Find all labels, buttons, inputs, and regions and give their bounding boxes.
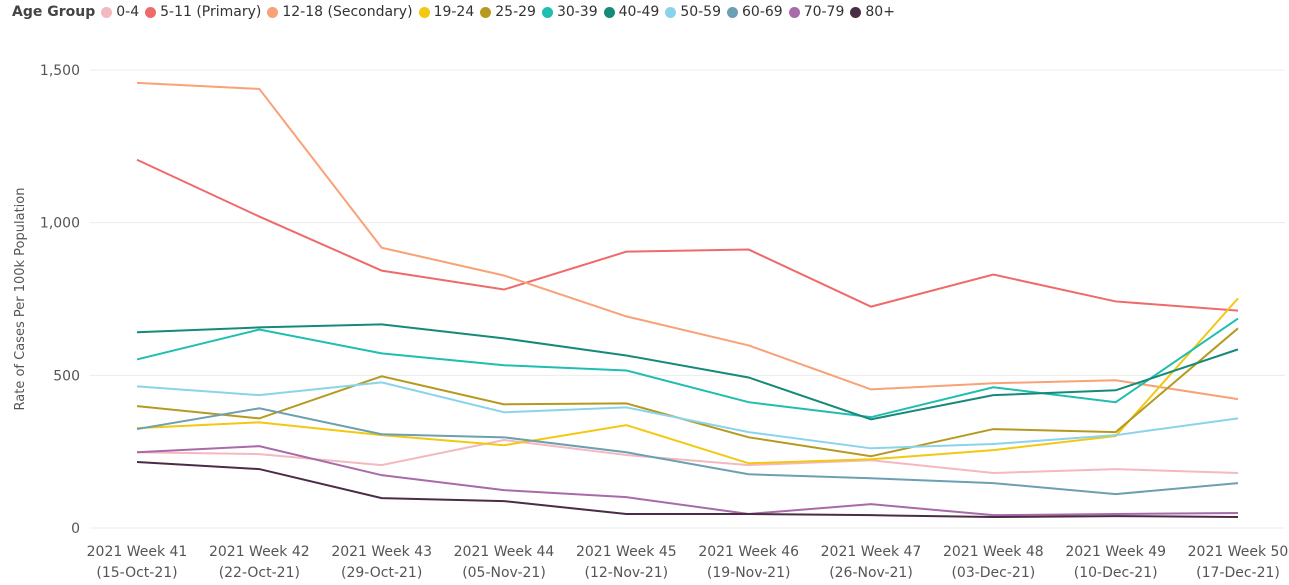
legend-swatch bbox=[101, 6, 113, 18]
legend-item: 12-18 (Secondary) bbox=[267, 4, 413, 20]
legend-item: 40-49 bbox=[603, 4, 660, 20]
legend-swatch bbox=[788, 6, 800, 18]
legend-swatch bbox=[145, 6, 157, 18]
legend-swatch bbox=[480, 6, 492, 18]
x-tick-line: (10-Dec-21) bbox=[1074, 565, 1158, 581]
x-tick-label: 2021 Week 45 (12-Nov-21) bbox=[576, 544, 677, 581]
x-tick-line: (15-Oct-21) bbox=[96, 565, 177, 581]
legend-swatch bbox=[850, 6, 862, 18]
legend-item: 70-79 bbox=[788, 4, 845, 20]
x-tick-line: (05-Nov-21) bbox=[462, 565, 546, 581]
legend-item: 30-39 bbox=[541, 4, 598, 20]
legend-swatch bbox=[267, 6, 279, 18]
legend-item: 60-69 bbox=[727, 4, 783, 20]
x-tick-line: (29-Oct-21) bbox=[341, 565, 422, 581]
legend-item: 25-29 bbox=[480, 4, 536, 20]
series-line bbox=[136, 439, 1239, 475]
series-line bbox=[136, 317, 1239, 419]
x-tick-line: 2021 Week 42 bbox=[209, 544, 310, 560]
legend-item: 50-59 bbox=[665, 4, 721, 20]
series-line bbox=[136, 297, 1239, 465]
legend-label: 5-11 (Primary) bbox=[160, 4, 262, 20]
legend-label: 12-18 (Secondary) bbox=[282, 4, 413, 20]
series-line bbox=[136, 81, 1239, 401]
y-tick-label: 500 bbox=[53, 368, 80, 384]
legend-label: 25-29 bbox=[495, 4, 536, 20]
x-tick-label: 2021 Week 41 (15-Oct-21) bbox=[87, 544, 188, 581]
x-tick-line: 2021 Week 50 bbox=[1188, 544, 1289, 560]
x-tick-label: 2021 Week 50 (17-Dec-21) bbox=[1188, 544, 1289, 581]
y-tick-label: 1,000 bbox=[40, 216, 80, 232]
legend-swatch bbox=[541, 6, 553, 18]
x-tick-label: 2021 Week 46 (19-Nov-21) bbox=[698, 544, 799, 581]
legend-title: Age Group bbox=[12, 4, 96, 20]
x-tick-line: 2021 Week 46 bbox=[698, 544, 799, 560]
x-tick-line: (26-Nov-21) bbox=[829, 565, 913, 581]
x-tick-line: (17-Dec-21) bbox=[1196, 565, 1280, 581]
legend-label: 50-59 bbox=[680, 4, 721, 20]
legend-label: 60-69 bbox=[742, 4, 783, 20]
series-line bbox=[136, 407, 1239, 496]
legend-item: 0-4 bbox=[101, 4, 139, 20]
y-axis-label: Rate of Cases Per 100k Population bbox=[13, 188, 28, 411]
x-tick-label: 2021 Week 42 (22-Oct-21) bbox=[209, 544, 310, 581]
x-tick-label: 2021 Week 47 (26-Nov-21) bbox=[821, 544, 922, 581]
series-line bbox=[136, 461, 1239, 519]
legend: Age Group 0-4 5-11 (Primary) 12-18 (Second… bbox=[12, 4, 901, 20]
x-tick-line: (03-Dec-21) bbox=[951, 565, 1035, 581]
legend-label: 0-4 bbox=[116, 4, 140, 20]
x-tick-label: 2021 Week 48 (03-Dec-21) bbox=[943, 544, 1044, 581]
y-tick-label: 0 bbox=[71, 521, 80, 537]
y-tick-label: 1,500 bbox=[40, 63, 80, 79]
legend-label: 70-79 bbox=[803, 4, 845, 20]
x-tick-line: 2021 Week 47 bbox=[821, 544, 922, 560]
x-tick-line: (19-Nov-21) bbox=[707, 565, 791, 581]
x-tick-line: 2021 Week 49 bbox=[1065, 544, 1166, 560]
legend-item: 19-24 bbox=[418, 4, 475, 20]
legend-swatch bbox=[603, 6, 615, 18]
x-tick-line: 2021 Week 43 bbox=[331, 544, 432, 560]
legend-label: 30-39 bbox=[556, 4, 598, 20]
legend-swatch bbox=[727, 6, 738, 18]
legend-label: 40-49 bbox=[618, 4, 660, 20]
series-line bbox=[136, 381, 1239, 450]
x-tick-line: 2021 Week 44 bbox=[454, 544, 555, 560]
series-line bbox=[136, 445, 1239, 517]
legend-swatch bbox=[418, 6, 430, 18]
legend-label: 80+ bbox=[865, 4, 895, 20]
x-tick-line: 2021 Week 48 bbox=[943, 544, 1044, 560]
legend-label: 19-24 bbox=[433, 4, 475, 20]
series-line bbox=[136, 158, 1239, 312]
legend-item: 80+ bbox=[850, 4, 895, 20]
series-line bbox=[136, 323, 1239, 421]
x-tick-label: 2021 Week 44 (05-Nov-21) bbox=[454, 544, 555, 581]
x-tick-line: 2021 Week 41 bbox=[87, 544, 188, 560]
x-tick-label: 2021 Week 49 (10-Dec-21) bbox=[1065, 544, 1166, 581]
legend-item: 5-11 (Primary) bbox=[145, 4, 261, 20]
x-tick-line: (22-Oct-21) bbox=[219, 565, 300, 581]
x-tick-line: 2021 Week 45 bbox=[576, 544, 677, 560]
x-tick-line: (12-Nov-21) bbox=[585, 565, 669, 581]
x-tick-label: 2021 Week 43 (29-Oct-21) bbox=[331, 544, 432, 581]
legend-swatch bbox=[665, 6, 677, 18]
